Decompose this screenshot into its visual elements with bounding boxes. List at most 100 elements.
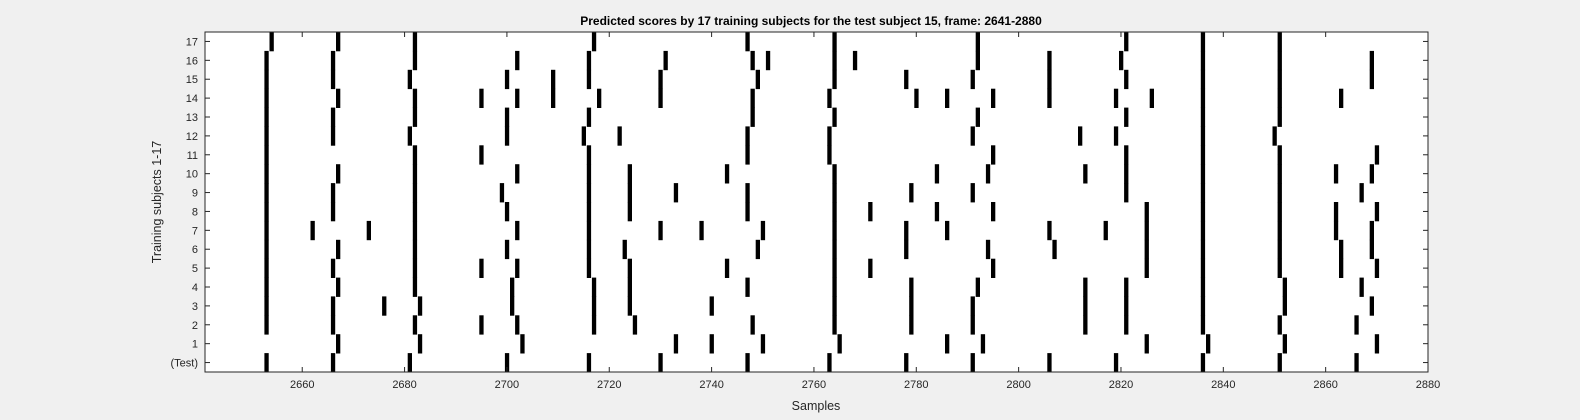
score-mark [1144,202,1149,222]
score-mark [1200,220,1206,241]
score-mark [627,183,632,203]
score-mark [1124,183,1129,203]
score-mark [1144,239,1149,260]
score-mark [1359,277,1364,297]
score-mark [904,220,909,241]
score-mark [658,353,663,373]
score-mark [975,277,980,297]
score-mark [515,220,520,241]
score-mark [832,164,837,184]
score-mark [985,164,991,184]
y-tick-label: 12 [186,131,198,143]
score-mark [627,164,632,184]
y-tick-label: 9 [192,188,198,200]
score-mark [336,334,341,354]
score-mark [975,32,980,52]
score-mark [586,202,592,222]
score-mark [868,202,873,222]
y-tick-label: 13 [186,112,198,124]
score-mark [586,145,592,165]
score-mark [1369,164,1374,184]
plot-area [205,32,1428,372]
x-tick-label: 2680 [392,379,416,391]
score-mark [1124,69,1129,90]
y-axis-label: Training subjects 1-17 [150,141,164,264]
x-axis-ticks: 2660 2680 2700 2720 2740 2760 2780 2800 2820 2840… [290,32,1440,391]
score-mark [1200,202,1206,222]
score-mark [586,353,592,373]
score-mark [1369,220,1374,241]
score-mark [591,315,597,335]
score-mark [832,50,837,71]
y-tick-label: 6 [192,244,198,256]
score-mark [745,126,750,146]
score-mark [755,239,760,260]
score-mark [945,88,950,108]
score-mark [510,277,515,297]
score-mark [832,277,837,297]
score-mark [1369,296,1374,316]
score-mark [1200,239,1206,260]
score-mark [1047,50,1052,71]
score-mark [412,258,418,278]
score-mark [1124,164,1129,184]
y-tick-label: 17 [186,36,198,48]
score-mark [755,69,760,90]
score-mark [980,334,986,354]
score-mark [1277,164,1282,184]
score-mark [1277,107,1282,127]
score-mark [1374,334,1380,354]
score-mark [1047,69,1052,90]
score-mark [975,107,980,127]
score-mark [658,69,663,90]
score-mark [750,315,755,335]
score-mark [515,50,520,71]
score-mark [1124,277,1129,297]
score-mark [1149,88,1154,108]
score-mark [1124,32,1129,52]
score-mark [1277,50,1282,71]
x-tick-label: 2820 [1109,379,1133,391]
score-mark [1277,183,1282,203]
x-tick-label: 2840 [1211,379,1235,391]
score-mark [1339,258,1344,278]
score-mark [832,239,837,260]
score-mark [832,107,837,127]
score-mark [591,32,597,52]
score-mark [1078,126,1083,146]
score-mark [515,164,520,184]
score-mark [745,145,750,165]
score-mark [673,334,679,354]
score-mark [658,220,663,241]
score-mark [591,277,597,297]
score-mark [837,334,842,354]
score-mark [407,126,412,146]
score-mark [1200,145,1206,165]
score-mark [1124,145,1129,165]
score-mark [1200,183,1206,203]
score-mark [1374,258,1380,278]
score-mark [264,88,269,108]
score-mark [264,50,269,71]
score-mark [336,239,341,260]
score-mark [264,107,269,127]
y-tick-label: 3 [192,301,198,313]
score-mark [709,296,714,316]
score-mark [832,69,837,90]
score-mark [336,164,341,184]
score-mark [504,202,510,222]
score-mark [1144,334,1149,354]
score-mark [852,50,858,71]
score-mark [310,220,315,241]
y-tick-label: 2 [192,320,198,332]
x-tick-label: 2800 [1006,379,1030,391]
score-mark [1200,32,1206,52]
score-mark [832,220,837,241]
score-mark [330,50,336,71]
score-mark [724,258,730,278]
score-mark [1144,258,1149,278]
score-mark [330,183,336,203]
score-mark [499,183,505,203]
score-mark [1333,164,1339,184]
score-mark [264,183,269,203]
